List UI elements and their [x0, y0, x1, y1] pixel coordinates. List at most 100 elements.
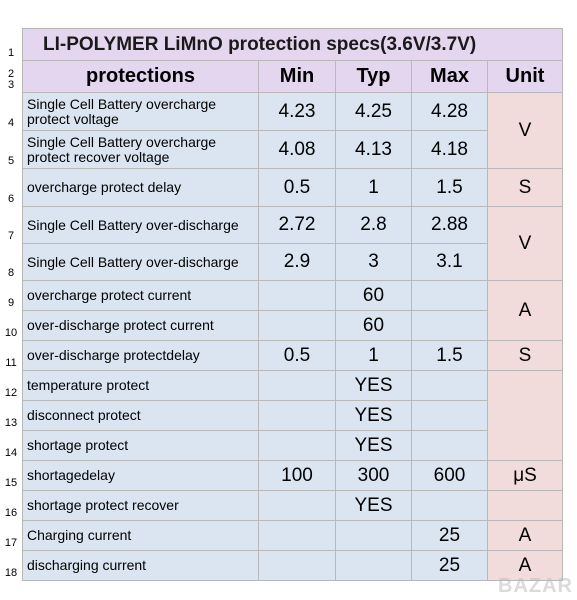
min-value [258, 280, 336, 311]
watermark-logo: BAZAR [498, 575, 573, 597]
min-value [258, 520, 336, 551]
row-number: 17 [0, 520, 23, 551]
table-row: 13 disconnect protect YES [0, 400, 563, 431]
title-row: 1 LI-POLYMER LiMnO protection specs(3.6V… [0, 28, 563, 61]
min-value: 2.9 [258, 243, 336, 281]
max-value: 25 [411, 550, 488, 581]
row-number: 5 [0, 130, 23, 169]
row-number: 6 [0, 168, 23, 207]
row-number: 1 [0, 28, 23, 61]
protection-label: shortagedelay [22, 460, 259, 491]
typ-value: YES [335, 400, 412, 431]
min-value: 0.5 [258, 340, 336, 371]
unit-value: V [487, 92, 563, 169]
max-value: 2.88 [411, 206, 488, 244]
protection-label: Single Cell Battery over-discharge [22, 206, 259, 244]
max-value: 4.18 [411, 130, 488, 169]
max-value [411, 430, 488, 461]
table-row: 17 Charging current 25 A [0, 520, 563, 551]
table-row: 11 over-discharge protectdelay 0.5 1 1.5… [0, 340, 563, 371]
row-number: 8 [0, 243, 23, 281]
max-value [411, 310, 488, 341]
row-number: 14 [0, 430, 23, 461]
row-number: 15 [0, 460, 23, 491]
unit-value: S [487, 340, 563, 371]
max-value [411, 400, 488, 431]
max-value: 25 [411, 520, 488, 551]
spec-table: 1 LI-POLYMER LiMnO protection specs(3.6V… [0, 28, 563, 581]
unit-value: A [487, 550, 563, 581]
row-number: 4 [0, 92, 23, 131]
min-value [258, 400, 336, 431]
max-value [411, 370, 488, 401]
typ-value: 4.25 [335, 92, 412, 131]
typ-value [335, 550, 412, 581]
table-row: 4 Single Cell Battery overcharge protect… [0, 92, 563, 169]
row-number: 11 [0, 340, 23, 371]
min-value [258, 550, 336, 581]
unit-value: A [487, 520, 563, 551]
table-row: 14 shortage protect YES [0, 430, 563, 461]
unit-value [487, 370, 563, 461]
typ-value [335, 520, 412, 551]
protection-label: Single Cell Battery over-discharge [22, 243, 259, 281]
unit-value [487, 490, 563, 521]
table-row: 6 overcharge protect delay 0.5 1 1.5 S [0, 168, 563, 207]
typ-value: 60 [335, 280, 412, 311]
table-row: 7 Single Cell Battery over-discharge 2.7… [0, 206, 563, 281]
min-value [258, 490, 336, 521]
row-number: 10 [0, 310, 23, 341]
max-value: 4.28 [411, 92, 488, 131]
max-value: 600 [411, 460, 488, 491]
typ-value: 60 [335, 310, 412, 341]
max-value: 3.1 [411, 243, 488, 281]
sheet-title: LI-POLYMER LiMnO protection specs(3.6V/3… [22, 28, 563, 61]
header-min: Min [258, 60, 336, 93]
table-row: 18 discharging current 25 A [0, 550, 563, 581]
max-value: 1.5 [411, 168, 488, 207]
row-number: 12 [0, 370, 23, 401]
protection-label: Charging current [22, 520, 259, 551]
protection-label: Single Cell Battery overcharge protect r… [22, 130, 259, 169]
max-value [411, 280, 488, 311]
table-row: 5 Single Cell Battery overcharge protect… [0, 130, 563, 169]
protection-label: over-discharge protectdelay [22, 340, 259, 371]
table-row: 16 shortage protect recover YES [0, 490, 563, 521]
protection-label: overcharge protect current [22, 280, 259, 311]
max-value: 1.5 [411, 340, 488, 371]
typ-value: 1 [335, 340, 412, 371]
unit-value: A [487, 280, 563, 341]
min-value [258, 370, 336, 401]
min-value: 2.72 [258, 206, 336, 244]
row-number: 7 [0, 206, 23, 244]
protection-label: shortage protect [22, 430, 259, 461]
table-row: 15 shortagedelay 100 300 600 μS [0, 460, 563, 491]
unit-value: V [487, 206, 563, 281]
table-row: 9 overcharge protect current 60 A [0, 280, 563, 341]
table-row: 12 temperature protect YES [0, 370, 563, 461]
typ-value: 1 [335, 168, 412, 207]
protection-label: disconnect protect [22, 400, 259, 431]
typ-value: 300 [335, 460, 412, 491]
typ-value: YES [335, 490, 412, 521]
header-typ: Typ [335, 60, 412, 93]
protection-label: discharging current [22, 550, 259, 581]
typ-value: YES [335, 370, 412, 401]
row-number: 9 [0, 280, 23, 311]
row-number: 16 [0, 490, 23, 521]
min-value: 4.08 [258, 130, 336, 169]
protection-label: overcharge protect delay [22, 168, 259, 207]
min-value: 100 [258, 460, 336, 491]
min-value: 0.5 [258, 168, 336, 207]
protection-label: over-discharge protect current [22, 310, 259, 341]
min-value [258, 430, 336, 461]
row-number: 18 [0, 550, 23, 581]
header-max: Max [411, 60, 488, 93]
unit-value: μS [487, 460, 563, 491]
protection-label: temperature protect [22, 370, 259, 401]
table-row: 10 over-discharge protect current 60 [0, 310, 563, 341]
typ-value: YES [335, 430, 412, 461]
unit-value: S [487, 168, 563, 207]
